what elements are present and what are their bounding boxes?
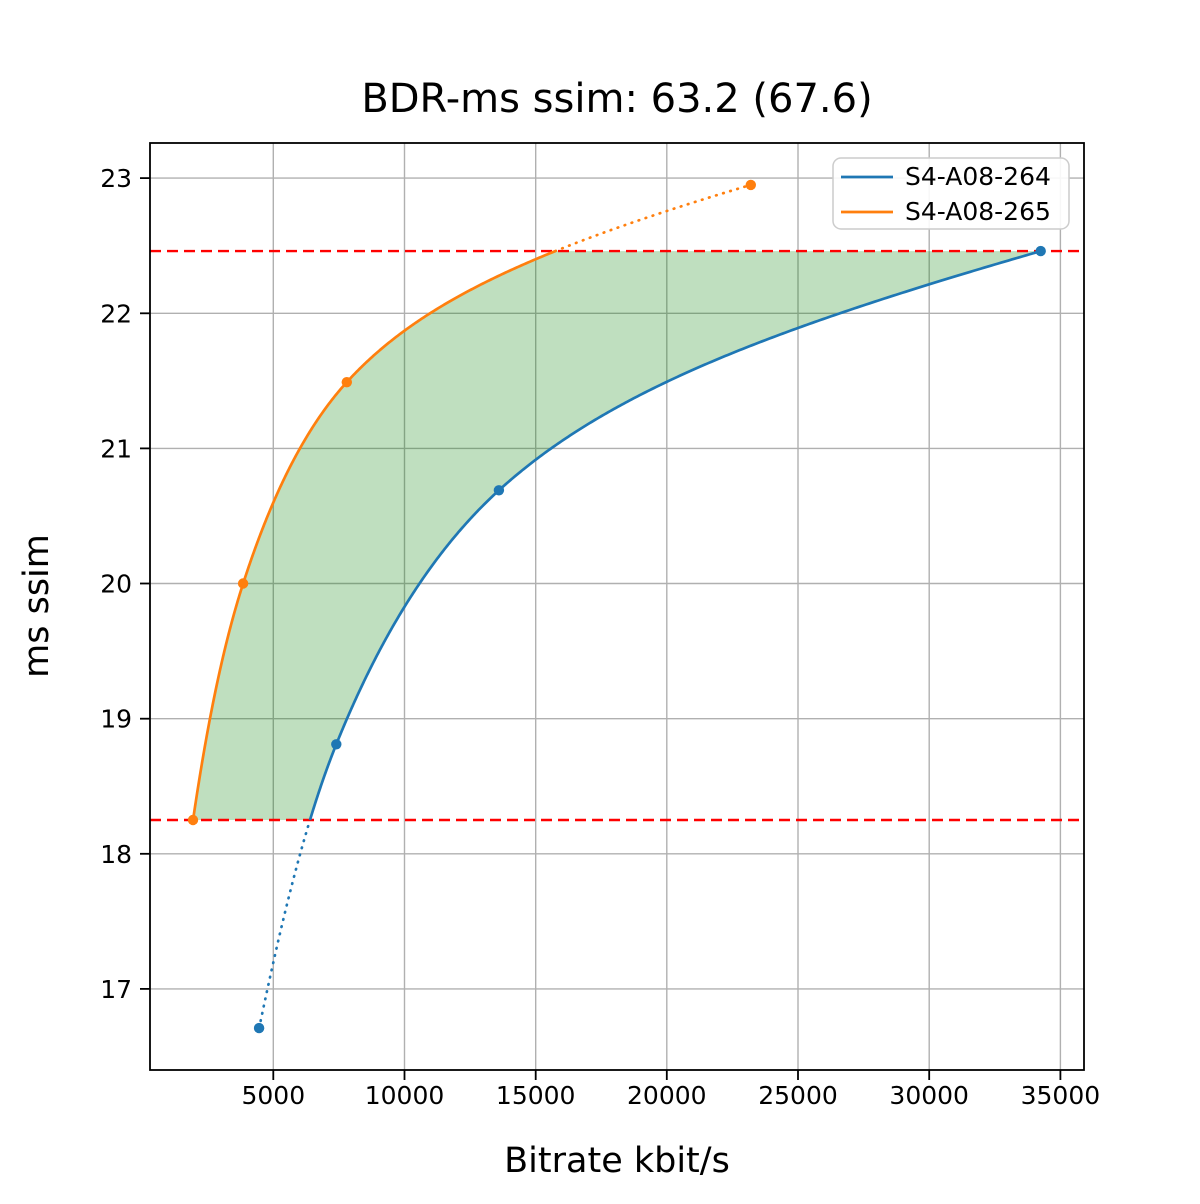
y-axis-label: ms ssim [17, 534, 57, 678]
data-point-S4-A08-265 [187, 814, 199, 826]
y-tick-label: 23 [100, 164, 132, 193]
data-point-S4-A08-265 [237, 578, 249, 589]
legend-label-264: S4-A08-264 [905, 162, 1051, 191]
data-point-S4-A08-264 [1035, 245, 1046, 257]
plot-border [149, 142, 1085, 1071]
curve-solid-S4-A08-265 [191, 249, 556, 821]
y-tick-label: 21 [100, 434, 132, 463]
overlap-boundary-lines [150, 249, 1084, 822]
data-point-S4-A08-265 [745, 179, 756, 191]
rd-curves [187, 179, 1046, 1034]
bd-area-polygon [193, 251, 1041, 821]
x-axis-label: Bitrate kbit/s [504, 1141, 730, 1181]
x-tick-label: 5000 [241, 1081, 305, 1110]
data-point-S4-A08-264 [331, 739, 342, 750]
x-tick-label: 10000 [365, 1081, 445, 1110]
data-point-S4-A08-264 [493, 485, 505, 496]
x-tick-label: 25000 [758, 1081, 838, 1110]
chart-title: BDR-ms ssim: 63.2 (67.6) [361, 76, 872, 122]
legend-label-265: S4-A08-265 [905, 197, 1051, 226]
x-tick-label: 15000 [496, 1081, 576, 1110]
x-tick-label: 35000 [1021, 1081, 1101, 1110]
y-tick-label: 22 [100, 299, 132, 328]
curve-solid-S4-A08-264 [308, 249, 1042, 821]
legend: S4-A08-264 S4-A08-265 [832, 157, 1070, 230]
y-tick-label: 17 [100, 975, 132, 1004]
data-point-S4-A08-265 [341, 377, 352, 388]
y-tick-label: 18 [100, 840, 132, 869]
curve-dotted-S4-A08-264 [257, 818, 312, 1030]
curve-dotted-S4-A08-265 [553, 183, 753, 253]
x-tick-label: 20000 [627, 1081, 707, 1110]
y-tick-label: 19 [100, 705, 132, 734]
bd-area-fill [193, 251, 1041, 821]
y-tick-label: 20 [100, 570, 132, 599]
axis-ticks: 5000 10000 15000 20000 25000 30000 35000 17 18 19… [100, 164, 1100, 1110]
data-point-S4-A08-264 [253, 1022, 265, 1034]
x-tick-label: 30000 [889, 1081, 969, 1110]
